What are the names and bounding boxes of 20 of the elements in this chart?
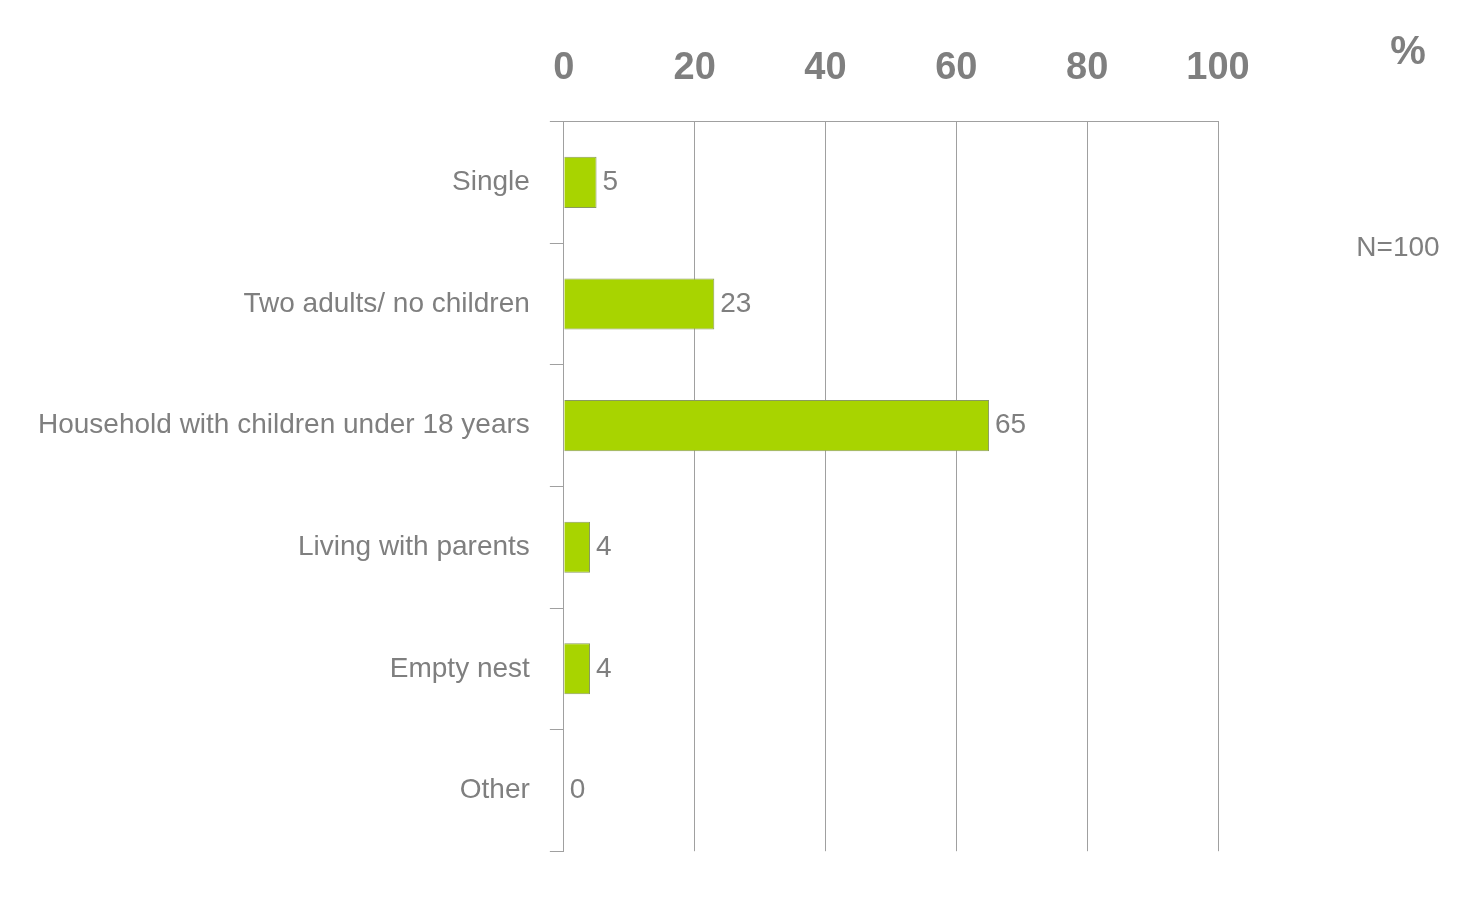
data-label: 5 [602, 165, 619, 197]
x-axis-title: % [1390, 28, 1426, 73]
y-tick-label: Two adults/ no children [243, 286, 530, 318]
y-tick-label: Living with parents [297, 529, 530, 561]
y-tick-label: Empty nest [389, 651, 531, 683]
x-tick-label: 60 [935, 45, 978, 88]
y-tick-label: Single [452, 165, 530, 197]
data-label: 23 [720, 286, 752, 318]
data-label: 4 [596, 529, 612, 561]
x-tick-label: 100 [1186, 45, 1250, 88]
y-tick-label: Other [459, 773, 530, 805]
data-label: 0 [569, 773, 586, 805]
x-tick-label: 20 [673, 45, 716, 88]
x-tick-label: 80 [1066, 45, 1109, 88]
y-tick-label: Household with children under 18 years [37, 408, 530, 440]
text: N=100 [1356, 230, 1440, 262]
x-tick-label: 0 [553, 45, 575, 88]
data-label: 4 [596, 651, 612, 683]
data-label: 65 [995, 408, 1027, 440]
x-tick-label: 40 [804, 45, 847, 88]
